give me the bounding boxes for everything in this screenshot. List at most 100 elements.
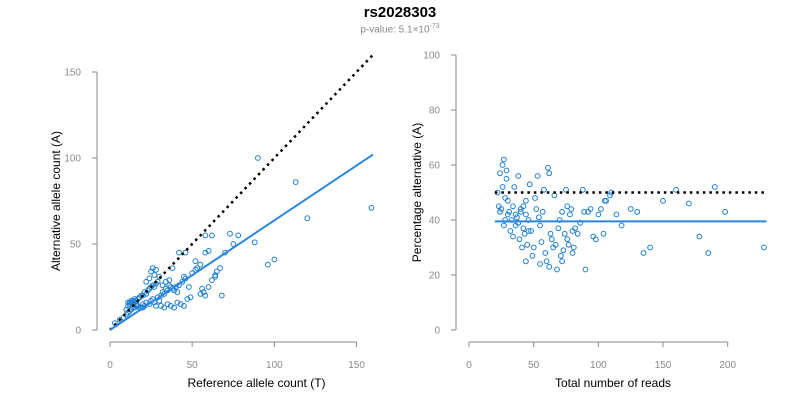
- right-y-tick-label: 80: [429, 106, 441, 117]
- right-data-point: [497, 170, 503, 177]
- right-data-point: [722, 208, 728, 215]
- left-data-point: [143, 278, 150, 285]
- left-data-point: [182, 249, 189, 256]
- left-data-point: [181, 303, 187, 309]
- right-data-point: [618, 222, 625, 229]
- right-x-axis-title: Total number of reads: [555, 376, 671, 390]
- left-x-axis-title: Reference allele count (T): [187, 376, 325, 390]
- left-data-point: [171, 304, 178, 311]
- left-data-point: [140, 292, 146, 299]
- left-data-point: [205, 248, 212, 254]
- left-data-point: [133, 301, 140, 308]
- right-data-point: [520, 203, 527, 210]
- left-data-point: [213, 268, 220, 275]
- left-data-point: [163, 278, 169, 285]
- right-y-tick-label: 0: [434, 326, 440, 337]
- right-data-point: [498, 206, 505, 212]
- right-data-point: [539, 208, 546, 215]
- left-data-point: [146, 285, 153, 292]
- right-data-point: [523, 197, 529, 204]
- right-data-point: [542, 250, 549, 256]
- left-y-tick-label: 100: [64, 154, 81, 165]
- right-data-point: [548, 236, 555, 243]
- right-data-point: [607, 192, 613, 199]
- right-data-point: [705, 250, 712, 256]
- right-data-point: [567, 211, 573, 218]
- right-data-point: [511, 184, 518, 190]
- right-data-point: [574, 230, 581, 237]
- left-data-point: [227, 230, 233, 237]
- left-data-point: [149, 282, 156, 289]
- left-data-point: [194, 265, 201, 272]
- left-data-point: [148, 284, 155, 290]
- left-data-point: [209, 232, 215, 239]
- right-data-point: [627, 206, 634, 212]
- left-panel: 0 50 100 150 0 50 100 150 Reference allele count…: [49, 53, 375, 390]
- left-data-point: [146, 275, 153, 282]
- left-data-point: [177, 301, 184, 308]
- left-data-point: [184, 296, 191, 302]
- left-data-point: [161, 304, 168, 311]
- left-data-point: [138, 292, 145, 299]
- right-data-point: [517, 208, 524, 215]
- right-panel: 0 50 100 150 200 0 20 40 60 80 100 Total number of …: [410, 51, 767, 390]
- right-y-tick-label: 20: [429, 271, 441, 282]
- right-data-point: [528, 228, 534, 234]
- right-data-point: [557, 252, 564, 259]
- right-data-point: [582, 266, 589, 273]
- left-x-tick-label: 100: [266, 360, 283, 371]
- left-data-point: [140, 301, 146, 308]
- left-data-point: [209, 277, 215, 284]
- left-data-point: [126, 301, 133, 308]
- right-data-point: [532, 195, 538, 201]
- right-x-tick-label: 100: [590, 360, 607, 371]
- right-data-point: [560, 247, 567, 254]
- left-data-point: [202, 292, 209, 299]
- left-data-point: [174, 299, 181, 306]
- left-data-point: [217, 265, 224, 272]
- left-data-point: [164, 301, 171, 308]
- left-x-tick-label: 50: [187, 360, 199, 371]
- right-data-point: [499, 184, 506, 190]
- right-y-axis-title: Percentage alternative (A): [410, 123, 424, 262]
- left-data-point: [271, 256, 278, 263]
- left-data-point: [169, 285, 176, 292]
- right-data-point: [501, 156, 507, 163]
- right-x-tick-label: 150: [655, 360, 672, 371]
- left-data-point: [212, 272, 219, 278]
- left-data-point: [153, 266, 159, 273]
- left-data-point: [163, 285, 169, 292]
- right-data-point: [546, 263, 553, 270]
- right-data-point: [504, 211, 511, 218]
- right-x-tick-label: 0: [466, 360, 472, 371]
- right-data-point: [520, 225, 527, 232]
- right-data-point: [546, 170, 553, 177]
- left-data-point: [117, 316, 123, 323]
- right-data-point: [516, 236, 523, 243]
- right-data-point: [504, 197, 511, 204]
- right-data-point: [514, 214, 520, 221]
- left-data-point: [212, 273, 219, 280]
- pvalue-text: p-value: 5.1×10: [360, 24, 430, 36]
- right-data-point: [711, 184, 718, 190]
- left-x-tick-label: 150: [348, 360, 365, 371]
- right-data-point: [647, 244, 653, 251]
- right-data-point: [572, 225, 578, 232]
- left-data-point: [158, 303, 164, 309]
- right-data-point: [686, 200, 692, 207]
- right-data-point: [525, 217, 532, 223]
- left-data-point: [125, 303, 132, 309]
- right-data-point: [568, 206, 575, 212]
- left-data-point: [176, 249, 182, 256]
- left-data-point: [166, 277, 173, 284]
- left-data-point: [186, 284, 192, 290]
- left-data-point: [200, 289, 207, 296]
- right-y-tick-label: 40: [429, 216, 441, 227]
- left-data-point: [181, 273, 187, 280]
- left-x-tick-label: 0: [107, 360, 113, 371]
- left-data-point: [192, 258, 199, 265]
- right-data-point: [537, 222, 543, 229]
- right-data-point: [640, 250, 647, 256]
- right-data-point: [503, 167, 510, 174]
- left-data-point: [161, 291, 168, 297]
